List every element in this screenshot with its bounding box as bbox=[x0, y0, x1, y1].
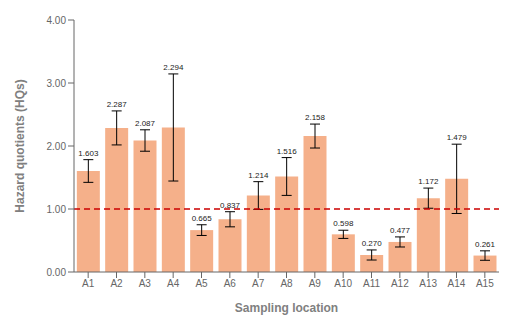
svg-text:1.603: 1.603 bbox=[78, 149, 99, 158]
svg-text:2.087: 2.087 bbox=[135, 119, 156, 128]
svg-text:1.214: 1.214 bbox=[248, 171, 269, 180]
svg-text:A12: A12 bbox=[391, 278, 409, 289]
svg-text:2.287: 2.287 bbox=[107, 100, 128, 109]
svg-text:0.837: 0.837 bbox=[220, 201, 241, 210]
svg-text:A9: A9 bbox=[309, 278, 322, 289]
svg-text:0.665: 0.665 bbox=[192, 214, 213, 223]
svg-text:A8: A8 bbox=[280, 278, 293, 289]
svg-text:2.158: 2.158 bbox=[305, 113, 326, 122]
svg-text:A1: A1 bbox=[82, 278, 95, 289]
svg-text:2.294: 2.294 bbox=[163, 63, 184, 72]
svg-text:4.00: 4.00 bbox=[47, 15, 67, 26]
svg-text:0.270: 0.270 bbox=[362, 239, 383, 248]
svg-text:Hazard quotients (HQs): Hazard quotients (HQs) bbox=[13, 79, 27, 212]
svg-text:A4: A4 bbox=[167, 278, 180, 289]
svg-text:0.598: 0.598 bbox=[333, 219, 354, 228]
svg-text:Sampling location: Sampling location bbox=[235, 301, 338, 315]
svg-text:A3: A3 bbox=[139, 278, 152, 289]
svg-text:A2: A2 bbox=[110, 278, 123, 289]
svg-text:0.477: 0.477 bbox=[390, 226, 411, 235]
svg-text:A15: A15 bbox=[476, 278, 494, 289]
svg-text:A7: A7 bbox=[252, 278, 265, 289]
svg-text:1.00: 1.00 bbox=[47, 204, 67, 215]
svg-text:3.00: 3.00 bbox=[47, 78, 67, 89]
svg-text:1.172: 1.172 bbox=[418, 177, 439, 186]
svg-text:0.00: 0.00 bbox=[47, 267, 67, 278]
svg-text:0.261: 0.261 bbox=[475, 240, 496, 249]
svg-text:A11: A11 bbox=[363, 278, 380, 289]
svg-text:2.00: 2.00 bbox=[47, 141, 67, 152]
svg-text:1.516: 1.516 bbox=[277, 147, 298, 156]
svg-text:A14: A14 bbox=[448, 278, 466, 289]
svg-text:A13: A13 bbox=[419, 278, 437, 289]
svg-text:A6: A6 bbox=[224, 278, 237, 289]
svg-text:A10: A10 bbox=[334, 278, 352, 289]
svg-text:1.479: 1.479 bbox=[447, 133, 468, 142]
svg-text:A5: A5 bbox=[195, 278, 208, 289]
